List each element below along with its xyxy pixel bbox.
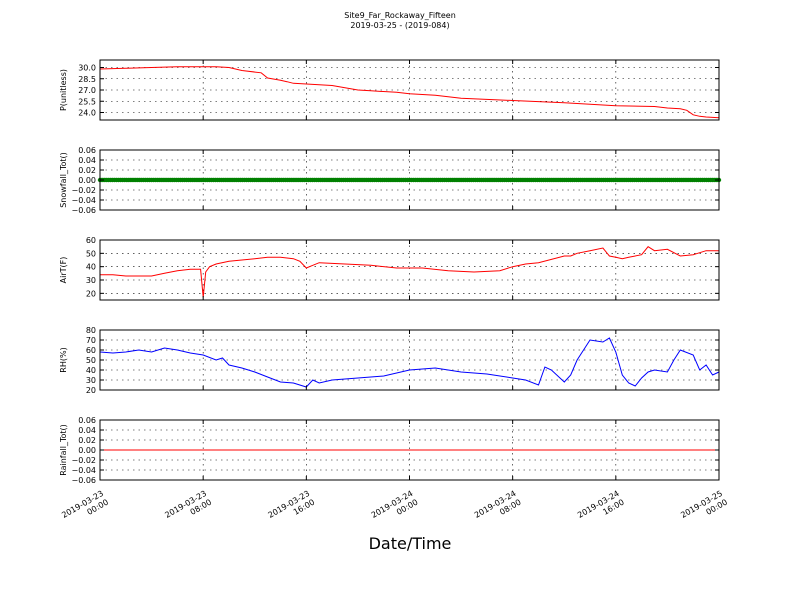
y-tick-label: −0.02 [71,456,96,465]
x-tick-label: 2019-03-2300:00 [60,489,110,529]
x-tick-label: 2019-03-2416:00 [576,489,626,529]
series-line [97,177,722,183]
y-tick-label: −0.06 [71,206,96,215]
x-axis-label: Date/Time [368,534,452,553]
y-tick-label: 40 [86,366,96,375]
y-tick-label: 20 [86,289,96,298]
y-tick-label: −0.02 [71,186,96,195]
y-tick-label: 0.06 [78,146,96,155]
chart-subtitle: 2019-03-25 - (2019-084) [350,21,450,30]
y-tick-label: 50 [86,356,96,365]
panel-3: 20 30 40 50 60 AirT(F) [59,236,720,301]
y-tick-label: 0.04 [78,426,96,435]
x-tick-label: 2019-03-2400:00 [370,489,420,529]
y-tick-label: 80 [86,326,96,335]
y-tick-label: 27.0 [78,86,96,95]
y-axis-label: P(unitless) [59,69,68,111]
y-axis-label: Snowfall_Tot() [59,152,68,208]
y-tick-label: 0.04 [78,156,96,165]
y-axis-label: Rainfall_Tot() [59,424,68,476]
panel-2: −0.06−0.04−0.020.000.020.040.06 Snowfall_… [59,146,722,215]
x-tick-label: 2019-03-2408:00 [473,489,523,529]
y-tick-label: 60 [86,236,96,245]
y-tick-label: 30 [86,376,96,385]
x-tick-label: 2019-03-2500:00 [679,489,729,529]
y-tick-label: −0.06 [71,476,96,485]
y-tick-label: 70 [86,336,96,345]
y-tick-label: 0.00 [78,446,96,455]
y-tick-label: 30.0 [78,64,96,73]
chart-title: Site9_Far_Rockaway_Fifteen [344,11,456,20]
y-tick-label: 25.5 [78,97,96,106]
x-tick-label: 2019-03-2316:00 [267,489,317,529]
y-tick-label: 28.5 [78,75,96,84]
y-tick-label: 24.0 [78,109,96,118]
x-tick-label: 2019-03-2308:00 [163,489,213,529]
y-tick-label: 50 [86,249,96,258]
y-axis-label: RH(%) [59,347,68,372]
y-tick-label: 0.02 [78,166,96,175]
y-axis-label: AirT(F) [59,257,68,284]
y-tick-label: −0.04 [71,196,96,205]
y-tick-label: −0.04 [71,466,96,475]
y-tick-label: 0.00 [78,176,96,185]
y-tick-label: 0.06 [78,416,96,425]
y-tick-label: 30 [86,276,96,285]
series-line [99,337,720,388]
panel-5: −0.06−0.04−0.020.000.020.040.06 Rainfall_… [59,416,720,485]
panel-1: 24.0 25.5 27.0 28.5 30.0 P(unitless) [59,59,720,121]
series-line [99,66,720,119]
y-tick-label: 0.02 [78,436,96,445]
y-tick-label: 60 [86,346,96,355]
y-tick-label: 20 [86,386,96,395]
y-tick-label: 40 [86,263,96,272]
